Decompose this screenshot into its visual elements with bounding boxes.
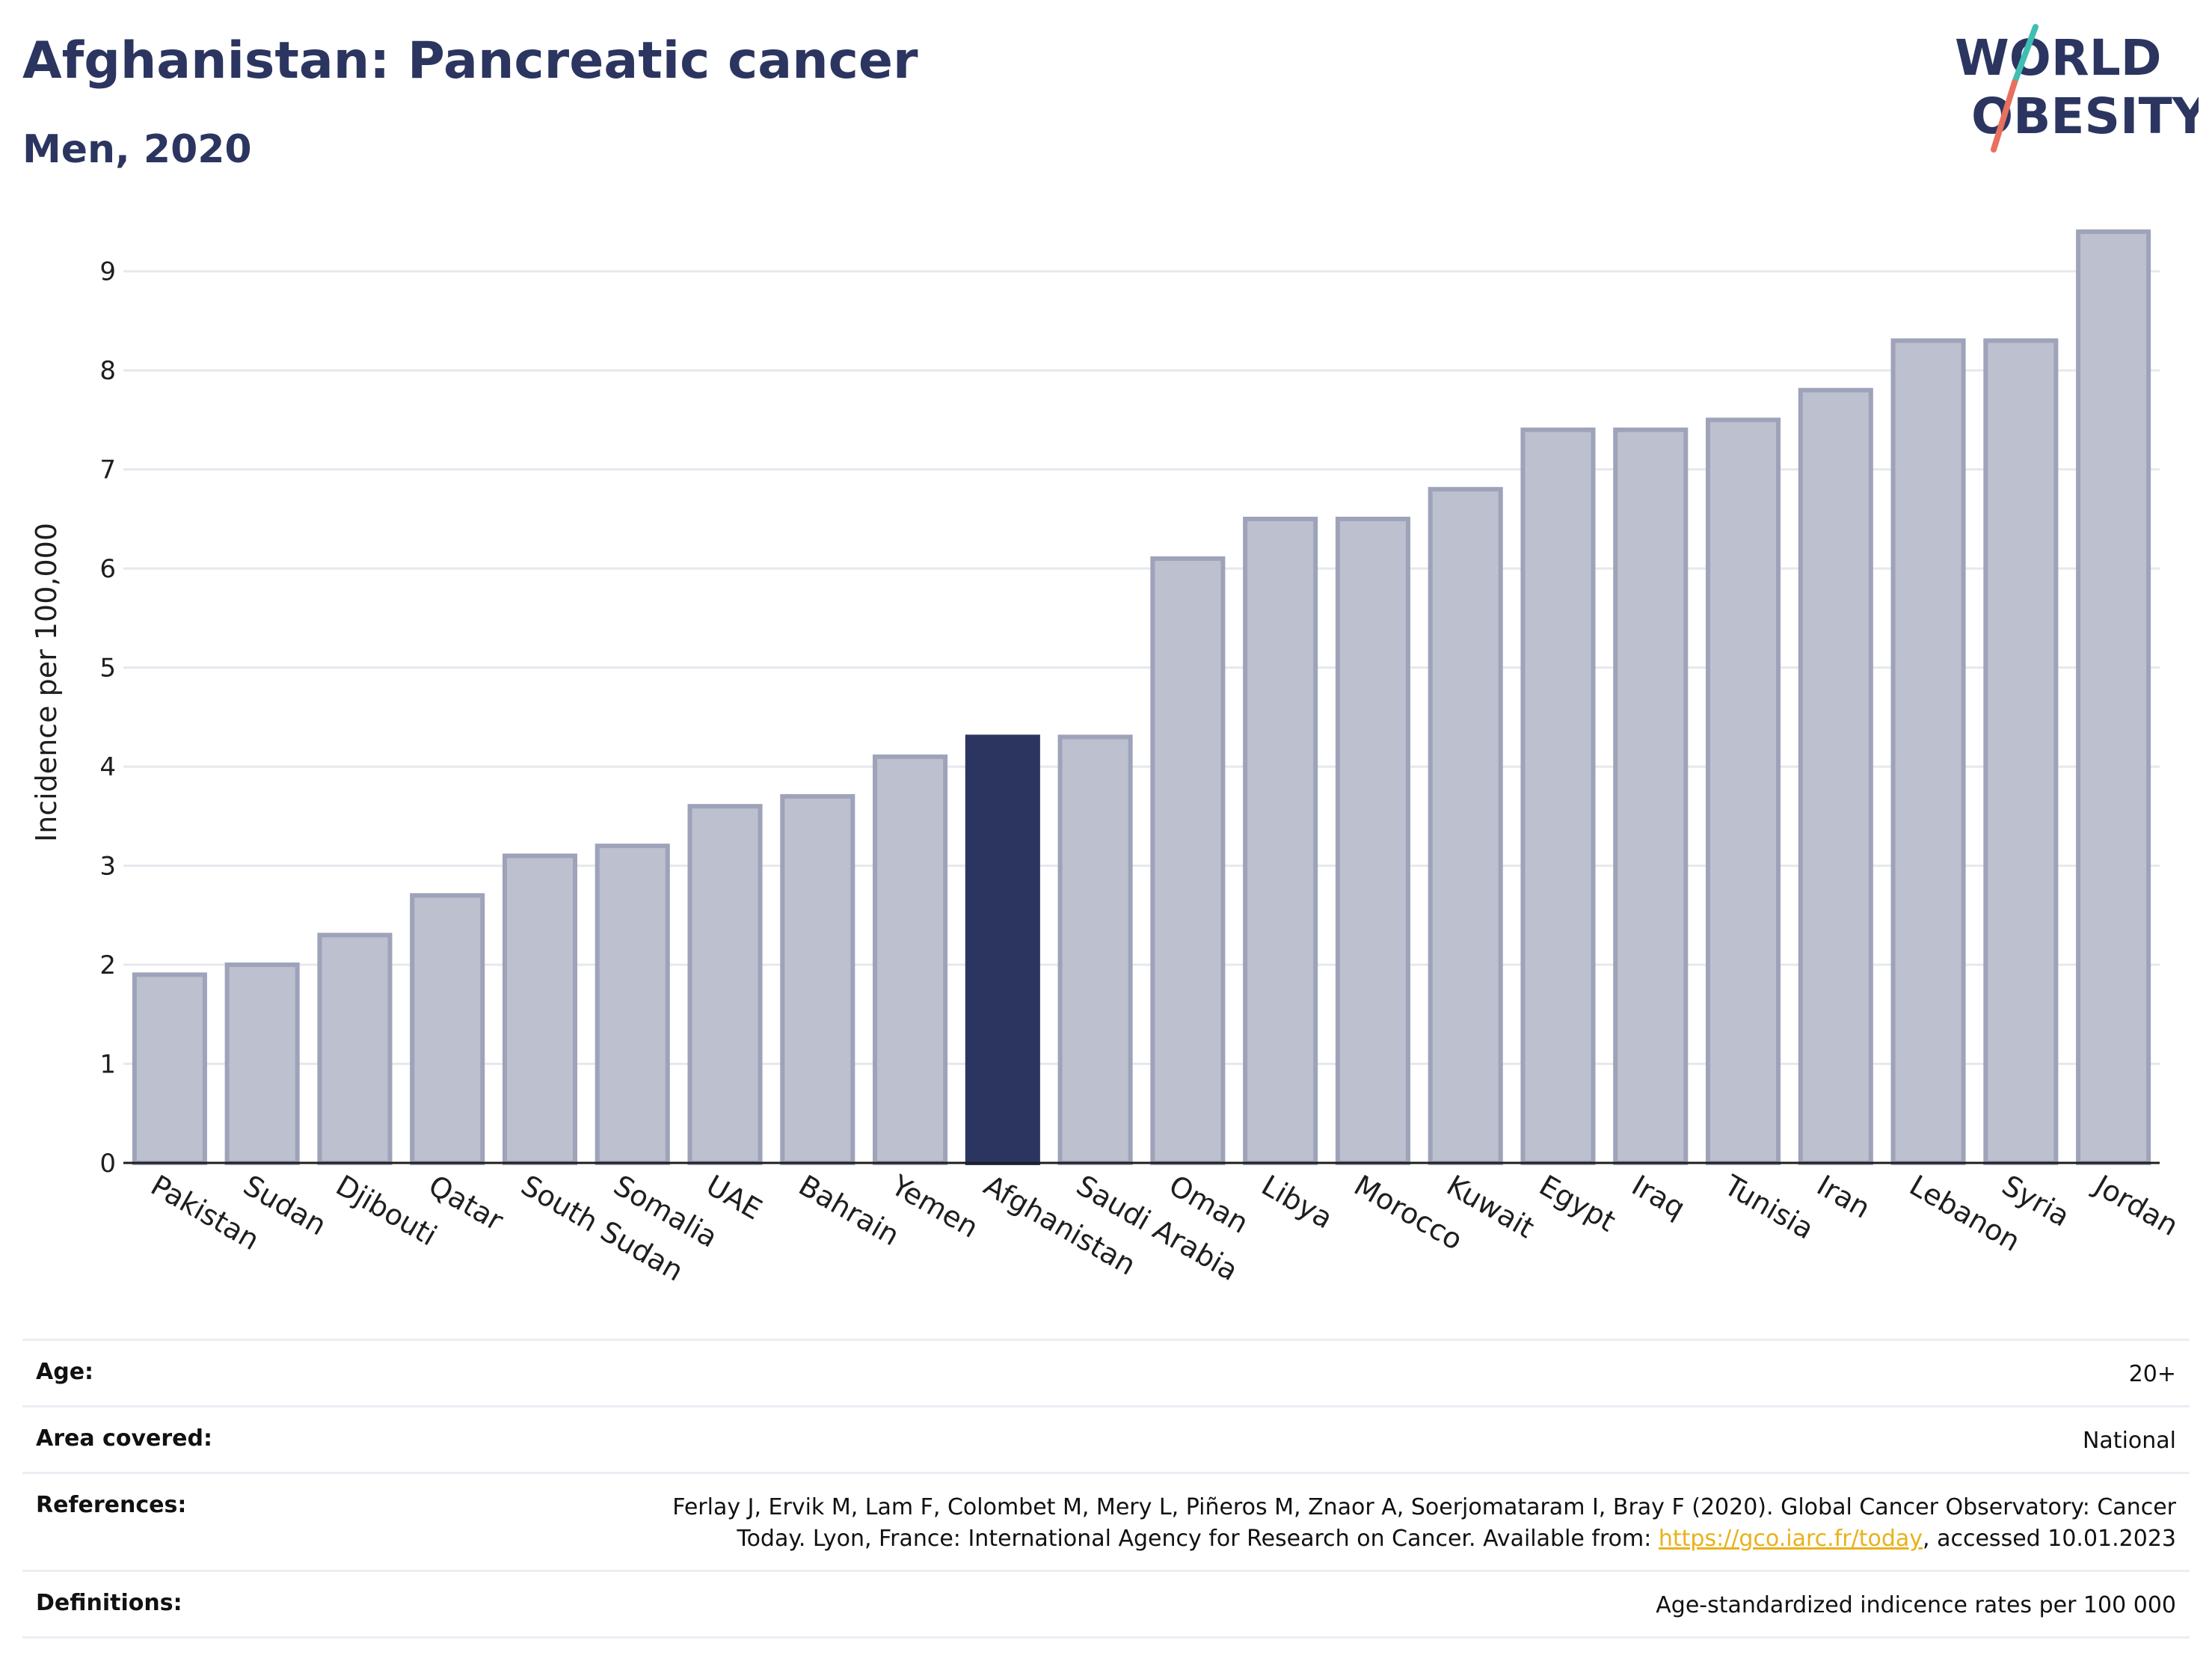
age-value: 20+ (2128, 1361, 2176, 1387)
x-category-label: Jordan (2088, 1168, 2184, 1243)
logo-slash-teal (2012, 24, 2039, 85)
y-tick-label: 5 (99, 654, 116, 684)
area-value: National (2082, 1428, 2176, 1454)
x-category-label: Djibouti (331, 1169, 443, 1253)
info-row-definitions: Definitions: Age-standardized indicence … (22, 1570, 2190, 1639)
logo-slash-coral (1991, 79, 2018, 153)
bar (873, 754, 948, 1165)
references-label: References: (36, 1492, 187, 1518)
chart-subtitle: Men, 2020 (22, 127, 252, 172)
bar (1983, 338, 2059, 1166)
bar (317, 933, 393, 1165)
bar (780, 793, 855, 1165)
bar-highlight (965, 734, 1040, 1165)
bar (1057, 734, 1133, 1165)
y-tick-label: 6 (99, 554, 116, 584)
bar (1705, 417, 1781, 1165)
x-category-label: Iran (1811, 1169, 1875, 1225)
y-axis-label: Incidence per 100,000 (30, 523, 63, 842)
definitions-label: Definitions: (36, 1590, 182, 1616)
y-tick-label: 0 (99, 1149, 116, 1179)
x-category-label: Yemen (885, 1168, 984, 1244)
references-link[interactable]: https://gco.iarc.fr/today (1658, 1526, 1923, 1552)
info-row-references: References: Ferlay J, Ervik M, Lam F, Co… (22, 1472, 2190, 1570)
bar (687, 804, 763, 1165)
info-row-age: Age: 20+ (22, 1339, 2190, 1405)
bar (410, 893, 485, 1165)
y-tick-label: 2 (99, 951, 116, 980)
references-line2-post: , accessed 10.01.2023 (1923, 1526, 2176, 1552)
y-axis-ticks: 0 1 2 3 4 5 6 7 8 9 (99, 257, 116, 1179)
y-tick-label: 1 (99, 1050, 116, 1080)
bar (1150, 556, 1226, 1165)
x-category-label: Tunisia (1718, 1168, 1819, 1246)
x-category-label: Libya (1256, 1169, 1339, 1235)
x-category-label: Bahrain (793, 1169, 905, 1253)
y-tick-label: 9 (99, 257, 116, 287)
references-line1: Ferlay J, Ervik M, Lam F, Colombet M, Me… (672, 1494, 2176, 1520)
bar (502, 853, 578, 1165)
x-category-label: Egypt (1534, 1169, 1621, 1238)
references-line2: Today. Lyon, France: International Agenc… (672, 1523, 2176, 1555)
bar (1335, 516, 1410, 1165)
references-value: Ferlay J, Ervik M, Lam F, Colombet M, Me… (672, 1492, 2176, 1555)
logo-line1: WORLD (1955, 29, 2162, 87)
y-tick-label: 8 (99, 356, 116, 386)
references-line2-pre: Today. Lyon, France: International Agenc… (737, 1526, 1659, 1552)
world-obesity-logo: WORLD OBESITY (1955, 24, 2199, 153)
y-tick-label: 4 (99, 752, 116, 782)
info-table: Age: 20+ Area covered: National Referenc… (22, 1339, 2190, 1639)
age-label: Age: (36, 1359, 94, 1385)
chart-title: Afghanistan: Pancreatic cancer (22, 31, 918, 90)
y-tick-label: 7 (99, 455, 116, 485)
bar (132, 972, 207, 1165)
bar (1428, 487, 1503, 1166)
bar (1798, 387, 1873, 1165)
y-tick-label: 3 (99, 852, 116, 882)
bar (224, 962, 300, 1165)
x-category-label: Iraq (1626, 1169, 1691, 1225)
definitions-value: Age-standardized indicence rates per 100… (1656, 1592, 2176, 1618)
bar (1613, 427, 1689, 1165)
bar (1520, 427, 1596, 1165)
bar (595, 844, 670, 1165)
bar (1243, 516, 1318, 1165)
area-label: Area covered: (36, 1425, 212, 1452)
info-row-area: Area covered: National (22, 1405, 2190, 1472)
bar (2076, 229, 2151, 1165)
bar (1890, 338, 1966, 1166)
